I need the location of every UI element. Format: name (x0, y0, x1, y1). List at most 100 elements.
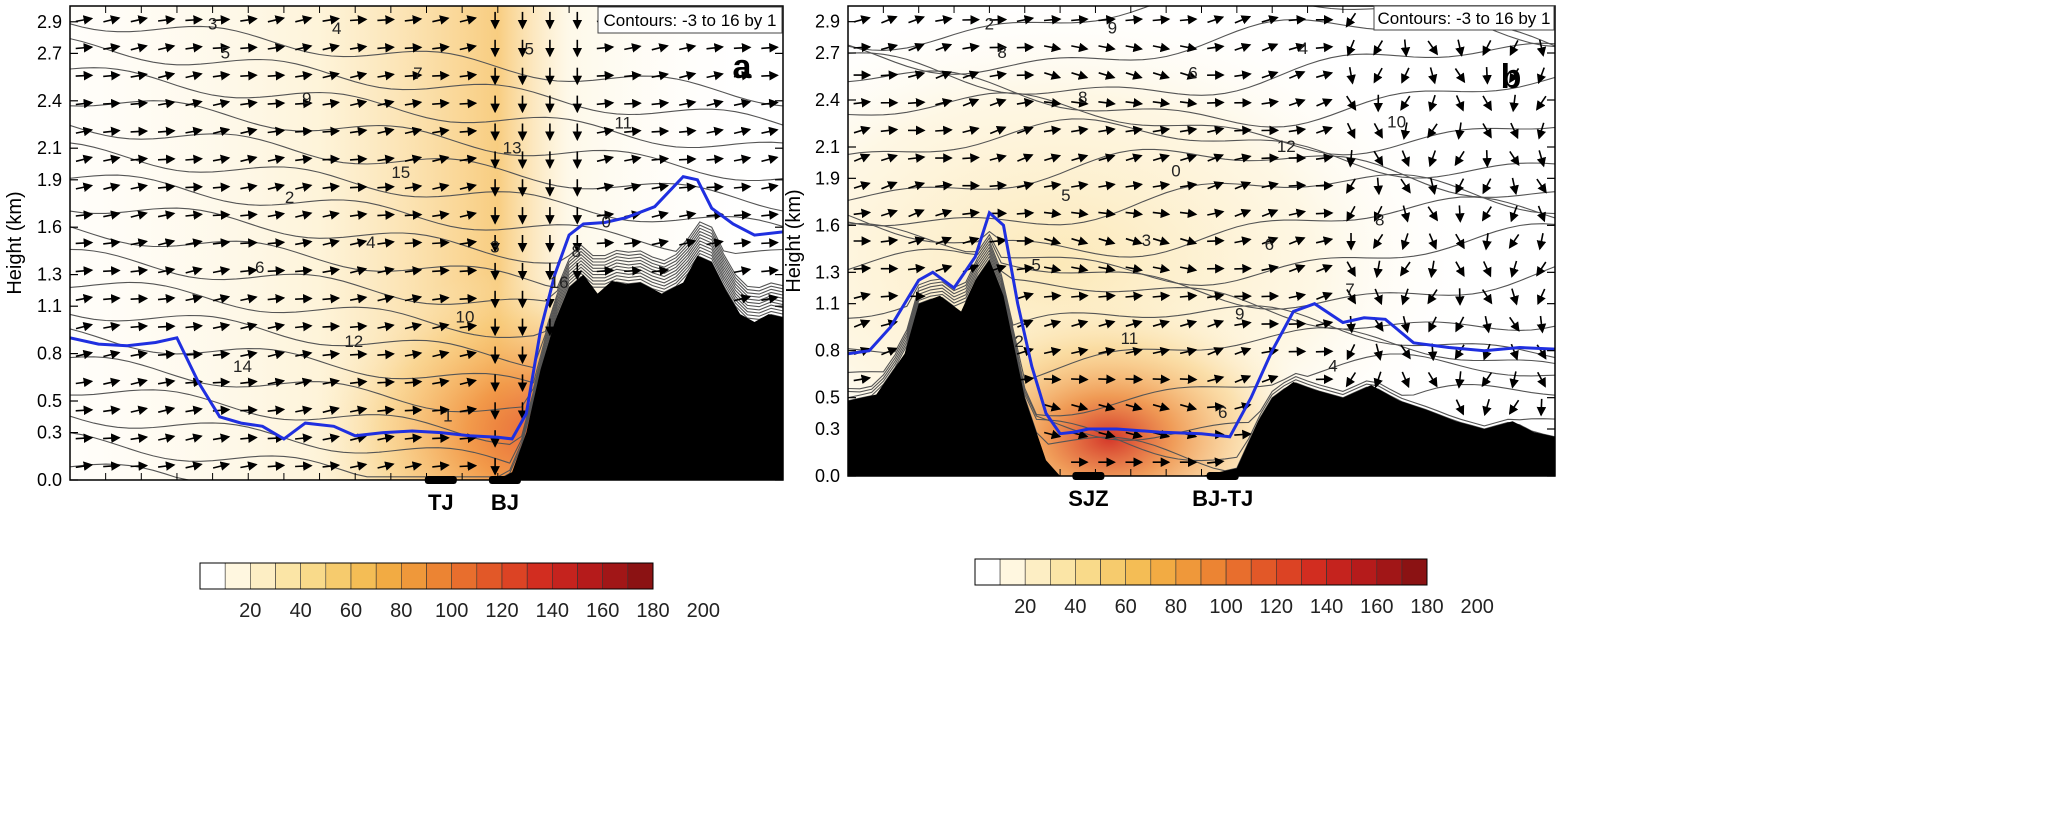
wind-vector (1455, 39, 1465, 57)
wind-vector (377, 210, 395, 220)
contour-line (70, 207, 783, 289)
wind-vector (706, 43, 724, 53)
wind-vector (1016, 125, 1034, 135)
wind-vector (853, 291, 871, 301)
wind-vector (1482, 95, 1492, 112)
wind-vector (1261, 15, 1279, 25)
wind-vector (1316, 98, 1333, 108)
wind-vector (1207, 319, 1225, 329)
wind-vector (295, 15, 313, 25)
wind-vector (596, 154, 615, 165)
contour-label: 8 (1078, 88, 1087, 107)
wind-vector (1455, 95, 1465, 112)
contour-line (848, 173, 1555, 227)
wind-vector (1346, 261, 1356, 277)
contour-label: 6 (1265, 235, 1274, 254)
wind-vector (1043, 402, 1062, 412)
wind-vector (377, 43, 395, 53)
contour-label: 4 (1328, 356, 1337, 375)
wind-vector (103, 70, 121, 81)
wind-vector (75, 405, 94, 416)
colorbar-tick-label: 160 (1360, 596, 1393, 618)
wind-vector (240, 98, 258, 109)
wind-vector (267, 182, 285, 192)
colorbar-swatch (300, 562, 327, 590)
colorbar-tick-label: 100 (1209, 596, 1242, 618)
wind-vector (1315, 346, 1334, 357)
wind-vector (624, 126, 642, 137)
wind-vector (679, 71, 697, 81)
wind-vector (596, 98, 615, 109)
wind-vector (880, 70, 899, 80)
wind-vector (1043, 346, 1062, 357)
wind-vector (1316, 125, 1333, 135)
site-marker (424, 476, 457, 484)
wind-vector (880, 42, 899, 53)
wind-vector (1288, 180, 1307, 191)
wind-vector (1288, 42, 1306, 53)
wind-vector (130, 15, 148, 25)
contour-line (848, 252, 1555, 441)
wind-vector (185, 126, 203, 137)
colorbar-swatch (250, 562, 276, 590)
wind-vector (267, 98, 286, 109)
colorbar-swatch (350, 562, 377, 590)
wind-vector (880, 208, 898, 218)
wind-vector (1400, 39, 1411, 57)
wind-vector (1180, 236, 1198, 246)
colorbar-swatch (999, 558, 1026, 586)
site-label: SJZ (1068, 486, 1108, 511)
wind-vector (908, 15, 926, 25)
wind-vector (75, 294, 94, 304)
wind-vector (853, 263, 872, 274)
wind-vector (1288, 125, 1307, 136)
wind-vector (1098, 346, 1116, 357)
wind-vector (1098, 180, 1116, 191)
wind-vector (651, 238, 669, 248)
wind-vector (1509, 205, 1519, 223)
wind-vector (962, 125, 980, 136)
wind-vector (962, 208, 980, 219)
y-tick-label: 2.9 (37, 12, 62, 32)
wind-vector (240, 377, 258, 388)
wind-vector (907, 70, 926, 80)
wind-vector (212, 154, 231, 165)
wind-vector (1098, 125, 1116, 136)
wind-vector (989, 15, 1008, 25)
wind-vector (349, 210, 368, 220)
wind-vector (1536, 122, 1547, 140)
wind-vector (1455, 371, 1465, 389)
y-tick-label: 2.7 (37, 43, 62, 63)
wind-vector (103, 461, 121, 471)
wind-vector (322, 98, 340, 109)
y-tick-label: 1.3 (815, 262, 840, 282)
wind-vector (130, 210, 148, 220)
y-tick-label: 2.1 (815, 137, 840, 157)
wind-vector (1288, 70, 1306, 80)
contour-label: 8 (1375, 211, 1384, 230)
wind-vector (962, 42, 980, 53)
wind-vector (267, 405, 286, 416)
wind-vector (404, 126, 423, 137)
contour-label: 5 (221, 44, 230, 63)
wind-vector (1316, 291, 1333, 301)
wind-vector (377, 98, 395, 109)
wind-vector (1207, 208, 1225, 219)
wind-vector (907, 263, 926, 274)
colorbar-swatch (577, 562, 604, 590)
wind-vector (459, 43, 477, 53)
wind-vector (1400, 205, 1411, 223)
wind-vector (596, 266, 615, 276)
panel-b: 2 3 4 5 6 7 8 9 10 11 12 2 0 4 5 6 8 9 6 8 0.0 0.3 0.5 0.8 1.1 1… (783, 5, 1556, 511)
wind-vector (1125, 429, 1143, 440)
wind-vector (267, 377, 286, 388)
wind-vector (158, 405, 176, 415)
wind-vector (212, 461, 231, 471)
colorbar-tick-label: 40 (1064, 596, 1086, 618)
wind-vector (706, 98, 724, 109)
panel-b-ylabel: Height (km) (783, 189, 805, 292)
wind-vector (240, 210, 258, 220)
wind-vector (322, 293, 341, 304)
